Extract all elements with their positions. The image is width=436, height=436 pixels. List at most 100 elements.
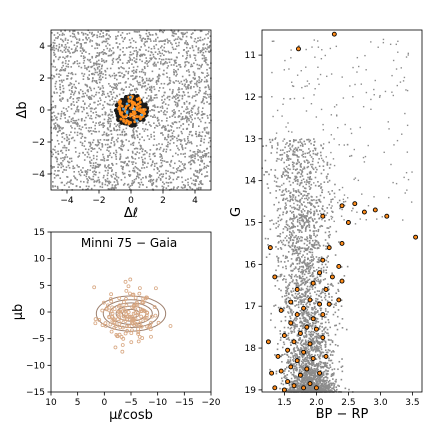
sky-field-point — [174, 116, 176, 119]
cmd-field-point — [291, 206, 293, 209]
cmd-field-point — [290, 330, 292, 333]
sky-field-point — [138, 176, 140, 179]
sky-field-point — [202, 156, 205, 158]
sky-field-point — [106, 42, 109, 45]
sky-field-point — [121, 143, 124, 146]
sky-field-point — [208, 46, 210, 48]
sky-field-point — [181, 97, 184, 100]
sky-field-point — [182, 123, 185, 125]
sky-field-point — [93, 184, 96, 187]
sky-field-point — [181, 163, 184, 165]
sky-field-point — [103, 93, 105, 96]
sky-field-point — [118, 75, 121, 77]
sky-field-point — [175, 178, 178, 180]
cmd-field-point — [311, 321, 314, 324]
cmd-field-point — [306, 305, 308, 308]
sky-field-point — [196, 170, 199, 172]
sky-field-point — [199, 180, 201, 183]
sky-field-point — [191, 118, 193, 121]
sky-field-point — [191, 107, 193, 110]
sky-field-point — [137, 127, 139, 129]
sky-field-point — [190, 142, 193, 145]
sky-field-point — [106, 127, 109, 129]
sky-field-point — [172, 142, 175, 144]
cmd-field-point — [298, 217, 301, 220]
cmd-field-point — [327, 332, 329, 335]
sky-field-point — [54, 66, 56, 68]
sky-field-point — [93, 62, 96, 65]
sky-map-x-tick-label: −2 — [92, 196, 105, 206]
sky-field-point — [151, 179, 154, 182]
sky-field-point — [120, 161, 122, 163]
sky-field-point — [85, 36, 87, 39]
sky-field-point — [184, 167, 187, 170]
sky-field-point — [192, 105, 195, 108]
sky-field-point — [191, 156, 194, 158]
cmd-field-point — [298, 213, 300, 216]
cmd-field-point — [294, 236, 296, 239]
sky-field-point — [59, 83, 61, 86]
sky-field-point — [193, 150, 196, 153]
proper-motion-star — [116, 313, 121, 318]
sky-field-point — [155, 40, 157, 42]
sky-field-point — [199, 90, 201, 92]
sky-field-point — [76, 38, 78, 41]
sky-field-point — [170, 181, 173, 184]
cmd-field-point — [334, 311, 337, 314]
sky-field-point — [187, 178, 189, 180]
cmd-field-point — [302, 346, 305, 348]
cmd-field-point — [329, 386, 332, 389]
cmd-field-point — [307, 348, 310, 351]
sky-field-point — [169, 125, 172, 127]
proper-motion-y-tick-label: 10 — [34, 255, 46, 265]
sky-field-point — [112, 47, 114, 49]
sky-field-point — [200, 30, 203, 32]
sky-field-point — [177, 44, 180, 47]
sky-field-point — [61, 171, 64, 173]
sky-field-point — [158, 122, 160, 124]
sky-field-point — [73, 51, 75, 54]
sky-field-point — [149, 149, 152, 151]
cmd-field-point — [287, 287, 290, 290]
sky-field-point — [156, 117, 159, 120]
cmd-field-point — [326, 300, 329, 302]
sky-field-point — [193, 161, 196, 164]
sky-field-point — [102, 32, 104, 34]
sky-field-point — [134, 41, 137, 44]
sky-field-point — [149, 158, 152, 161]
sky-field-point — [170, 64, 173, 66]
cmd-field-point — [279, 207, 282, 210]
sky-field-point — [147, 95, 150, 97]
sky-field-point — [196, 63, 199, 66]
cmd-field-point — [284, 331, 286, 333]
sky-field-point — [209, 50, 212, 53]
cmd-field-point — [346, 143, 349, 146]
sky-field-point — [99, 99, 102, 102]
sky-field-point — [89, 164, 92, 167]
sky-field-point — [92, 162, 95, 165]
cmd-field-point — [312, 239, 314, 242]
cmd-field-point — [337, 309, 340, 311]
sky-field-point — [90, 187, 93, 190]
cmd-field-point — [295, 139, 297, 142]
sky-field-point — [192, 154, 194, 156]
sky-field-point — [69, 52, 71, 54]
cmd-field-point — [308, 197, 310, 199]
sky-field-point — [124, 36, 126, 39]
cmd-field-point — [307, 246, 310, 248]
cmd-field-point — [301, 142, 303, 145]
sky-map-y-tick-label: 2 — [39, 74, 45, 84]
sky-field-point — [186, 52, 188, 55]
sky-field-point — [74, 146, 77, 149]
sky-field-point — [61, 51, 64, 53]
proper-motion-star — [139, 307, 143, 312]
sky-field-point — [62, 87, 65, 90]
sky-field-point — [135, 162, 137, 165]
cmd-field-point — [289, 210, 292, 213]
sky-field-point — [180, 153, 182, 155]
sky-field-point — [89, 141, 92, 144]
cmd-field-point — [321, 326, 324, 328]
sky-field-point — [141, 167, 143, 169]
sky-field-point — [141, 86, 143, 89]
sky-field-point — [60, 69, 63, 72]
